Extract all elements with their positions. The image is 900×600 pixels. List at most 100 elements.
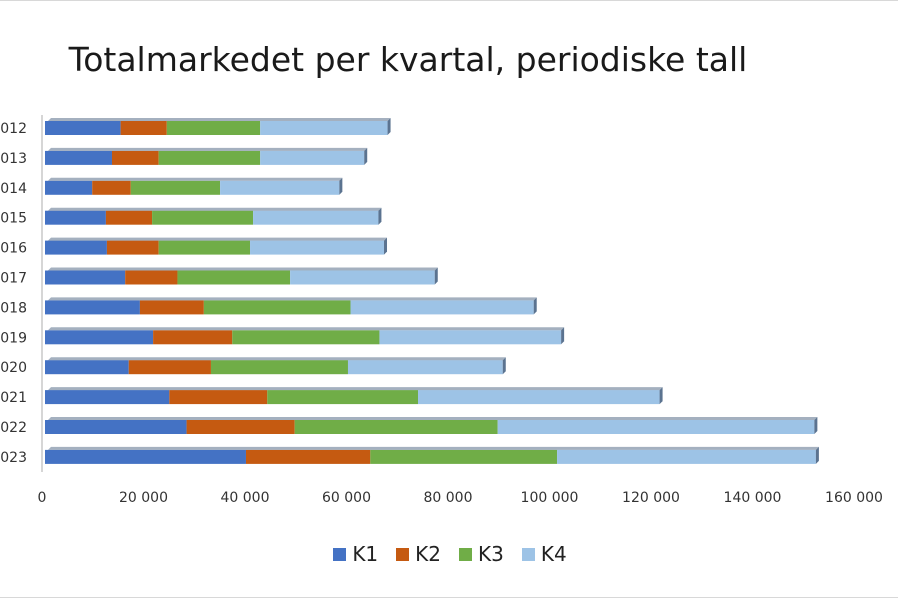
x-tick-label: 80 000 — [424, 490, 473, 506]
bar-k2-2022 — [186, 420, 295, 434]
bar-top-face — [48, 417, 818, 420]
y-tick-label: 2020 — [0, 360, 27, 376]
bar-k1-2021 — [45, 390, 170, 405]
bar-k3-2013 — [158, 150, 261, 165]
legend-item-k4: K4 — [521, 542, 567, 566]
y-tick-label: 2012 — [0, 121, 27, 137]
bar-top-face — [48, 297, 537, 301]
bar-side-face — [659, 387, 663, 405]
legend-swatch — [333, 547, 347, 561]
bar-top-face — [48, 147, 368, 151]
bar-k2-2020 — [128, 360, 211, 375]
legend-item-k2: K2 — [396, 542, 441, 566]
bar-k2-2014 — [92, 180, 131, 195]
x-tick-label: 40 000 — [221, 490, 270, 506]
y-tick-label: 2018 — [0, 300, 27, 316]
bar-top-face — [48, 387, 663, 391]
bar-k3-2017 — [177, 270, 291, 285]
y-tick-label: 2016 — [0, 241, 27, 257]
legend-swatch — [459, 547, 472, 561]
x-tick-label: 120 000 — [622, 490, 680, 506]
bar-side-face — [502, 357, 506, 375]
bar-k3-2014 — [130, 180, 221, 195]
bar-k1-2015 — [45, 210, 106, 225]
bar-k1-2019 — [45, 330, 154, 345]
bar-k1-2017 — [45, 270, 126, 285]
bar-k3-2018 — [203, 300, 351, 315]
bar-top-face — [48, 207, 382, 211]
bar-side-face — [387, 118, 391, 135]
y-tick-label: 2017 — [0, 271, 27, 287]
bar-k3-2016 — [158, 240, 251, 255]
bar-k3-2021 — [267, 390, 419, 405]
bar-side-face — [815, 446, 819, 464]
bar-k4-2012 — [260, 121, 388, 135]
bar-k2-2015 — [105, 210, 153, 225]
bar-k3-2015 — [152, 210, 254, 225]
bar-k4-2016 — [250, 240, 385, 255]
legend-swatch — [396, 547, 410, 561]
legend-item-k1: K1 — [333, 542, 378, 566]
bar-side-face — [384, 237, 388, 255]
y-tick-label: 2015 — [0, 211, 27, 227]
bar-top-face — [48, 446, 819, 450]
bar-k4-2019 — [379, 330, 562, 345]
bar-k4-2020 — [347, 360, 503, 375]
bar-side-face — [561, 327, 565, 345]
legend-label: K1 — [352, 542, 379, 566]
bar-side-face — [364, 147, 368, 165]
bar-k2-2016 — [106, 240, 159, 255]
bar-k1-2022 — [45, 420, 187, 434]
bar-k3-2023 — [370, 449, 558, 464]
bar-k1-2020 — [45, 360, 129, 375]
x-tick-label: 140 000 — [724, 490, 782, 506]
bar-k2-2019 — [153, 330, 233, 345]
legend-label: K4 — [540, 542, 567, 566]
bar-k1-2013 — [45, 150, 112, 165]
bar-top-face — [48, 327, 565, 331]
y-tick-label: 2022 — [0, 420, 27, 436]
bar-k4-2023 — [557, 449, 816, 464]
bar-k4-2015 — [253, 210, 379, 225]
bar-k2-2018 — [139, 300, 204, 315]
y-tick-label: 2019 — [0, 330, 27, 346]
bar-k3-2012 — [166, 121, 261, 135]
bar-k1-2023 — [45, 449, 246, 464]
x-tick-label: 20 000 — [119, 490, 168, 506]
bar-k2-2021 — [169, 390, 268, 405]
legend: K1 K2 K3 K4 — [0, 542, 900, 566]
x-tick-label: 60 000 — [322, 490, 371, 506]
x-tick-label: 0 — [38, 490, 47, 506]
bar-k3-2019 — [232, 330, 380, 345]
bar-k1-2012 — [45, 121, 121, 135]
bar-k4-2021 — [418, 390, 660, 405]
bar-k4-2013 — [260, 150, 365, 165]
bar-k3-2022 — [294, 420, 498, 434]
bar-top-face — [48, 237, 388, 241]
bar-k4-2018 — [350, 300, 534, 315]
bar-k2-2017 — [125, 270, 178, 285]
bar-top-face — [48, 357, 506, 361]
bar-top-face — [48, 118, 391, 121]
bar-top-face — [48, 177, 343, 181]
bar-k1-2014 — [45, 180, 93, 195]
bar-side-face — [339, 177, 343, 195]
bar-side-face — [814, 417, 818, 434]
x-tick-label: 100 000 — [521, 490, 579, 506]
legend-item-k3: K3 — [459, 542, 504, 566]
legend-swatch — [521, 547, 535, 561]
bar-k2-2013 — [111, 150, 159, 165]
chart-title: Totalmarkedet per kvartal, periodiske ta… — [68, 40, 748, 79]
bar-side-face — [533, 297, 537, 315]
legend-label: K3 — [478, 542, 504, 566]
bar-k4-2014 — [220, 180, 340, 195]
bar-k3-2020 — [210, 360, 348, 375]
bar-k4-2017 — [290, 270, 435, 285]
bar-top-face — [48, 267, 438, 271]
x-tick-label: 160 000 — [825, 490, 883, 506]
bar-k1-2016 — [45, 240, 107, 255]
